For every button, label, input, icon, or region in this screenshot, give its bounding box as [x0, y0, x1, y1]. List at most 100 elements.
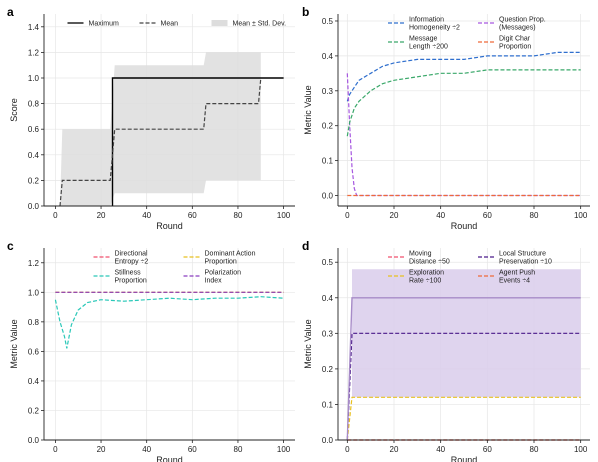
panel-label-d: d	[302, 239, 309, 253]
legend-label: Mean ± Std. Dev.	[233, 21, 287, 28]
y-tick-label: 0.0	[322, 192, 334, 201]
x-tick-label: 60	[483, 445, 492, 454]
series-line-d-1	[346, 332, 581, 441]
y-tick-label: 0.2	[28, 176, 40, 185]
legend-label-line: Preservation ÷10	[499, 259, 552, 266]
panel-label-a: a	[7, 5, 14, 19]
legend-label-line: Maximum	[89, 21, 120, 28]
y-tick-label: 0.3	[322, 329, 334, 338]
series-band-d-5	[352, 269, 581, 398]
legend-label-line: Entropy ÷2	[115, 259, 149, 266]
x-tick-label: 60	[188, 445, 197, 454]
legend-label-line: Index	[205, 278, 223, 285]
series-line-c-2	[54, 296, 284, 349]
y-tick-label: 0.1	[322, 400, 334, 409]
legend-label: Exploration Rate ÷100	[409, 270, 444, 285]
legend-label: Question Prop. (Messages)	[499, 17, 546, 32]
legend-label-line: Message	[409, 36, 438, 43]
x-tick-label: 40	[436, 211, 445, 220]
legend-label-line: Agent Push	[499, 270, 535, 277]
x-tick-label: 40	[142, 211, 151, 220]
y-axis-label: Metric Value	[303, 85, 313, 134]
legend-label-line: Distance ÷50	[409, 259, 450, 266]
series-line-a-0	[111, 77, 284, 206]
legend-label-line: Proportion	[499, 44, 531, 51]
x-axis-label: Round	[451, 221, 478, 231]
y-axis-label: Metric Value	[303, 319, 313, 368]
y-tick-label: 1.0	[28, 288, 40, 297]
legend-label-line: Events ÷4	[499, 278, 530, 285]
x-tick-label: 0	[345, 211, 350, 220]
panel-label-b: b	[302, 5, 309, 19]
y-axis-label: Metric Value	[9, 319, 19, 368]
y-tick-label: 0.8	[28, 318, 40, 327]
y-tick-label: 0.1	[322, 157, 334, 166]
panel-b: b 0 20 40 60 80 100 0.0 0.1 0.2 0.3 0.4 0.5 Round Metr…	[302, 5, 590, 231]
x-tick-label: 100	[574, 445, 588, 454]
x-axis-label: Round	[156, 221, 183, 231]
legend-label-line: Directional	[115, 251, 149, 258]
legend-label-line: Local Structure	[499, 251, 546, 258]
legend-label-line: Moving	[409, 251, 432, 258]
y-tick-label: 0.4	[28, 151, 40, 160]
x-tick-label: 60	[188, 211, 197, 220]
y-tick-label: 1.2	[28, 48, 40, 57]
x-tick-label: 20	[390, 211, 399, 220]
legend-label-line: Length ÷200	[409, 44, 448, 51]
y-tick-label: 0.4	[322, 294, 334, 303]
x-tick-label: 80	[530, 445, 539, 454]
x-axis-label: Round	[451, 455, 478, 462]
x-tick-label: 40	[436, 445, 445, 454]
legend-label: Directional Entropy ÷2	[115, 251, 149, 266]
legend-label: Information Homogeneity ÷2	[409, 17, 460, 32]
x-tick-label: 0	[345, 445, 350, 454]
x-tick-label: 20	[97, 211, 106, 220]
series-line-d-4	[346, 297, 581, 441]
panel-label-c: c	[7, 239, 14, 253]
x-tick-label: 80	[530, 211, 539, 220]
legend-label-line: Polarization	[205, 270, 242, 277]
legend-label-line: Question Prop.	[499, 17, 546, 24]
legend-label: Polarization Index	[205, 270, 242, 285]
y-tick-label: 0.5	[322, 17, 334, 26]
legend-label: Local Structure Preservation ÷10	[499, 251, 552, 266]
x-axis-label: Round	[156, 455, 183, 462]
series-line-b-2	[346, 69, 581, 137]
panel-d: d 0 20 40 60 80 100 0.0 0.1 0.2 0.3 0.4 0.5 Round Metr…	[302, 239, 590, 462]
legend-label-line: Digit Char	[499, 36, 531, 43]
y-tick-label: 0.6	[28, 347, 40, 356]
x-tick-label: 80	[234, 211, 243, 220]
y-axis-label: Score	[9, 98, 19, 122]
x-tick-label: 100	[277, 445, 291, 454]
y-tick-label: 0.2	[28, 406, 40, 415]
y-tick-label: 0.0	[28, 202, 40, 211]
x-tick-label: 80	[234, 445, 243, 454]
legend-label: Mean	[161, 21, 179, 28]
legend-label: Message Length ÷200	[409, 36, 448, 51]
legend-swatch	[211, 20, 228, 26]
y-tick-label: 1.2	[28, 259, 40, 268]
x-tick-label: 40	[142, 445, 151, 454]
y-tick-label: 0.5	[322, 258, 334, 267]
series-line-b-1	[346, 73, 581, 197]
x-tick-label: 0	[53, 445, 58, 454]
legend-label-line: Homogeneity ÷2	[409, 25, 460, 32]
series-line-d-2	[346, 396, 581, 441]
x-tick-label: 60	[483, 211, 492, 220]
legend-label-line: Proportion	[205, 259, 237, 266]
x-tick-label: 20	[97, 445, 106, 454]
y-tick-label: 0.2	[322, 122, 334, 131]
legend-label-line: Stillness	[115, 270, 142, 277]
legend-label: Maximum	[89, 21, 120, 28]
legend-label: Moving Distance ÷50	[409, 251, 450, 266]
legend-label: Digit Char Proportion	[499, 36, 531, 51]
legend-label: Dominant Action Proportion	[205, 251, 256, 266]
y-tick-label: 0.0	[28, 436, 40, 445]
y-tick-label: 0.6	[28, 125, 40, 134]
legend-label: Stillness Proportion	[115, 270, 147, 285]
legend-label-line: Proportion	[115, 278, 147, 285]
legend-label-line: Mean	[161, 21, 179, 28]
legend-label: Agent Push Events ÷4	[499, 270, 535, 285]
y-tick-label: 0.4	[322, 52, 334, 61]
